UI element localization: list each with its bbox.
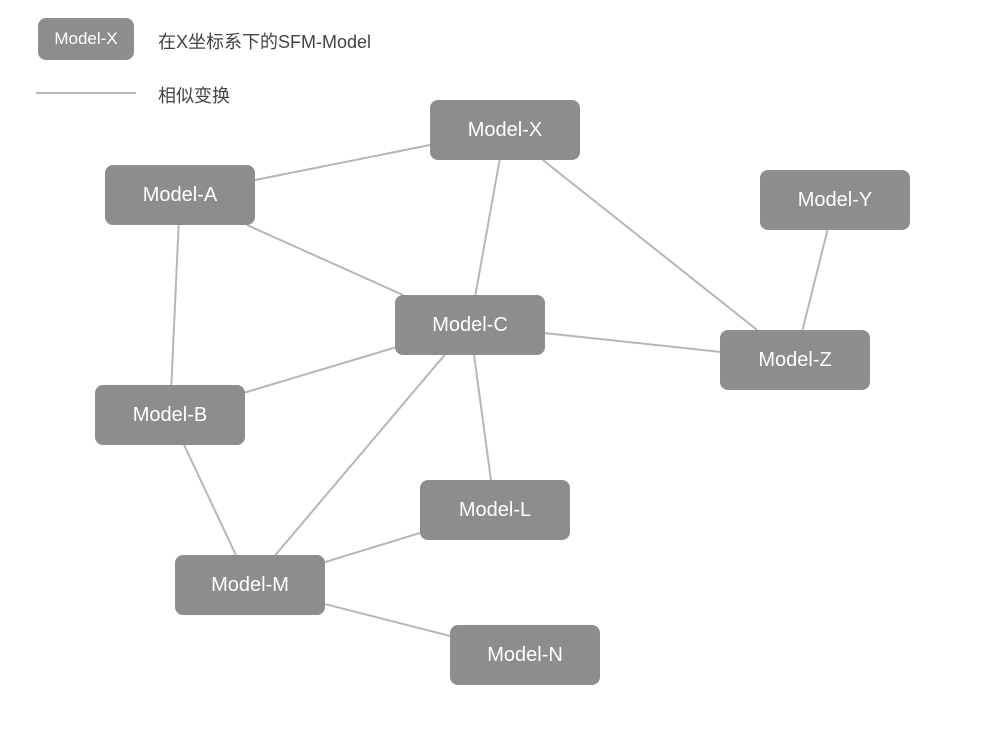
node-label: Model-M [211, 574, 289, 597]
node-label: Model-A [143, 184, 217, 207]
node-label: Model-Y [798, 189, 872, 212]
edge [245, 348, 395, 393]
node-label: Model-L [459, 499, 531, 522]
edge [255, 145, 430, 180]
edge [803, 230, 828, 330]
node-label: Model-Z [758, 349, 831, 372]
node-model-z: Model-Z [720, 330, 870, 390]
edge [171, 225, 178, 385]
node-label: Model-B [133, 404, 207, 427]
node-label: Model-C [432, 314, 508, 337]
legend-node-description: 在X坐标系下的SFM-Model [158, 28, 371, 54]
legend-node-swatch: Model-X [38, 18, 134, 60]
node-model-x: Model-X [430, 100, 580, 160]
edge [474, 355, 491, 480]
legend-line-description: 相似变换 [158, 82, 230, 108]
edge [247, 225, 403, 295]
node-model-a: Model-A [105, 165, 255, 225]
node-model-y: Model-Y [760, 170, 910, 230]
edge [545, 333, 720, 352]
edge [184, 445, 236, 555]
edge [543, 160, 757, 330]
node-model-c: Model-C [395, 295, 545, 355]
node-model-l: Model-L [420, 480, 570, 540]
node-label: Model-N [487, 644, 563, 667]
node-model-n: Model-N [450, 625, 600, 685]
edge [325, 604, 450, 636]
node-model-m: Model-M [175, 555, 325, 615]
edge [475, 160, 499, 295]
node-label: Model-X [468, 119, 542, 142]
node-model-b: Model-B [95, 385, 245, 445]
legend-line-swatch [36, 92, 136, 94]
edge [325, 533, 420, 562]
